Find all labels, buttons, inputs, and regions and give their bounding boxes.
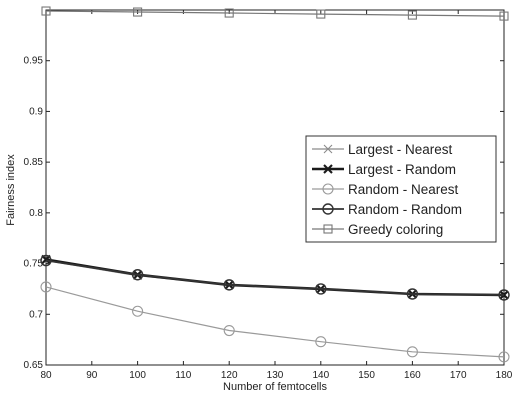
data-point: [316, 9, 326, 19]
legend-label: Largest - Random: [348, 162, 456, 177]
data-point: [499, 290, 509, 300]
series-line: [45, 259, 505, 296]
data-point: [498, 351, 510, 363]
data-point: [315, 336, 327, 348]
series-greedy-coloring: [41, 6, 509, 21]
data-point: [223, 324, 235, 337]
data-point: [223, 279, 235, 291]
x-tick-label: 90: [86, 370, 98, 381]
x-axis-title: Number of femtocells: [223, 381, 327, 393]
y-tick-label: 0.9: [29, 106, 43, 117]
legend-entry: Largest - Random: [312, 162, 456, 177]
data-point: [407, 10, 417, 20]
series-line: [45, 10, 505, 17]
x-tick-label: 170: [450, 370, 467, 381]
series-random-random: [40, 254, 510, 301]
legend-entry: Largest - Nearest: [312, 142, 453, 157]
series-line: [45, 286, 505, 358]
legend-marker: [323, 164, 333, 174]
y-axis-title: Fairness index: [5, 154, 17, 226]
x-tick-label: 110: [175, 370, 191, 381]
y-tick-label: 0.85: [24, 157, 44, 168]
y-tick-label: 0.65: [24, 360, 44, 371]
data-point: [40, 254, 52, 267]
legend-box: [305, 135, 497, 243]
data-point: [132, 305, 144, 317]
series-random-nearest: [40, 281, 510, 363]
legend-marker: [322, 183, 334, 195]
data-point: [498, 289, 510, 301]
x-axis: 80 90 100 110 120 130 140 150 160 170 180: [40, 10, 513, 381]
x-tick-label: 160: [404, 370, 421, 381]
data-point: [406, 288, 419, 300]
legend-label: Largest - Nearest: [348, 142, 453, 157]
data-point: [41, 6, 51, 16]
x-tick-label: 80: [40, 370, 52, 381]
data-point: [224, 8, 234, 18]
data-point: [133, 7, 143, 17]
legend-marker: [323, 144, 333, 154]
legend-marker: [322, 203, 334, 215]
legend-entry: Greedy coloring: [312, 222, 443, 237]
series-layer: [40, 6, 510, 363]
x-tick-label: 100: [129, 370, 146, 381]
legend: Largest - Nearest Largest - Random Random …: [305, 135, 497, 243]
y-tick-label: 0.95: [24, 56, 44, 67]
x-tick-label: 150: [358, 370, 375, 381]
data-point: [40, 281, 52, 293]
legend-entry: Random - Random: [312, 202, 462, 217]
x-tick-label: 180: [496, 370, 513, 381]
x-tick-label: 140: [312, 370, 329, 381]
data-point: [131, 269, 144, 281]
data-point: [315, 283, 327, 295]
x-tick-label: 130: [267, 370, 284, 381]
y-tick-label: 0.8: [29, 208, 43, 219]
legend-marker: [323, 224, 333, 234]
x-tick-label: 120: [221, 370, 238, 381]
legend-label: Random - Nearest: [348, 182, 459, 197]
legend-entry: Random - Nearest: [312, 182, 459, 197]
data-point: [406, 346, 418, 358]
y-tick-label: 0.75: [24, 259, 44, 270]
legend-label: Random - Random: [348, 202, 462, 217]
y-tick-label: 0.7: [29, 309, 43, 320]
y-axis: 0.65 0.7 0.75 0.8 0.85 0.9 0.95: [24, 56, 504, 371]
data-point: [499, 11, 509, 21]
legend-label: Greedy coloring: [348, 222, 443, 237]
